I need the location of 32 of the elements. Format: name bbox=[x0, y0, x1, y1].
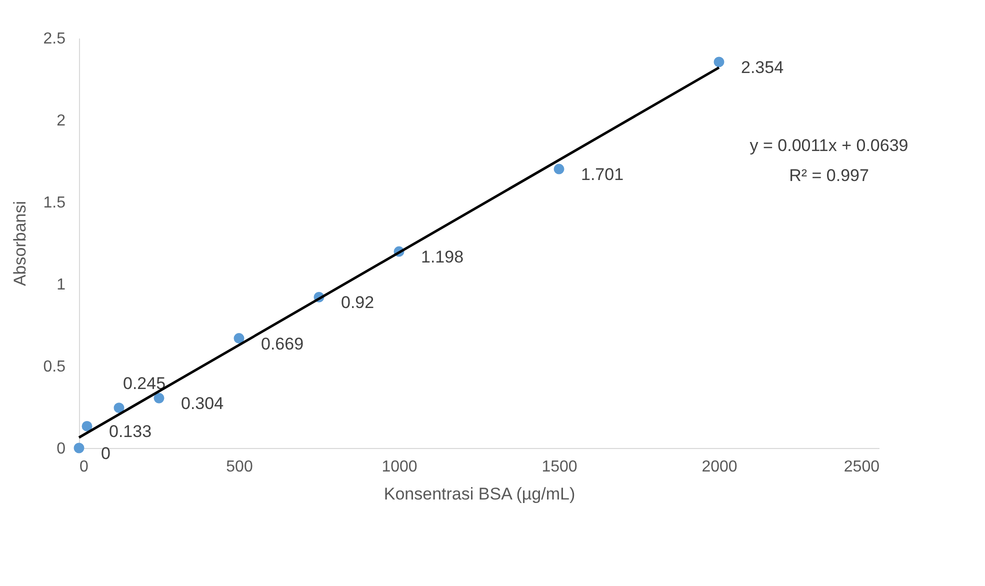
y-tick-label: 1 bbox=[56, 276, 66, 294]
data-label: 0.133 bbox=[109, 422, 152, 442]
x-tick-label: 500 bbox=[226, 458, 253, 476]
point bbox=[554, 164, 564, 174]
data-label: 2.354 bbox=[741, 58, 784, 77]
data-label: 0.245 bbox=[123, 374, 166, 393]
y-tick-label: 0.5 bbox=[43, 358, 66, 376]
point bbox=[114, 402, 124, 414]
x-tick-label: 1500 bbox=[542, 458, 578, 476]
data-label: 1.701 bbox=[581, 165, 624, 184]
x-tick-label: 2000 bbox=[702, 458, 738, 476]
x-tick-label: 1000 bbox=[382, 458, 418, 476]
y-tick-label: 0 bbox=[56, 440, 66, 458]
y-tick-label: 1.5 bbox=[43, 194, 66, 212]
point bbox=[154, 392, 164, 404]
y-axis-title: Absorbansi bbox=[10, 200, 30, 286]
point bbox=[234, 333, 244, 344]
x-tick-label: 2500 bbox=[844, 458, 880, 476]
annotation: R² = 0.997 bbox=[789, 166, 869, 185]
annotation: y = 0.0011x + 0.0639 bbox=[750, 136, 908, 155]
y-tick-label: 2 bbox=[56, 112, 66, 130]
x-tick-label: 0 bbox=[80, 458, 88, 476]
data-label: 0.669 bbox=[261, 334, 304, 354]
x-axis-title: Konsentrasi BSA (µg/mL) bbox=[384, 484, 576, 504]
data-label: 0.92 bbox=[341, 293, 374, 312]
point bbox=[82, 420, 92, 432]
point bbox=[714, 56, 724, 68]
data-label: 0 bbox=[101, 444, 110, 463]
data-label: 1.198 bbox=[421, 248, 464, 267]
y-tick-label: 2.5 bbox=[43, 30, 66, 48]
point bbox=[74, 442, 84, 454]
data-label: 0.304 bbox=[181, 394, 224, 414]
